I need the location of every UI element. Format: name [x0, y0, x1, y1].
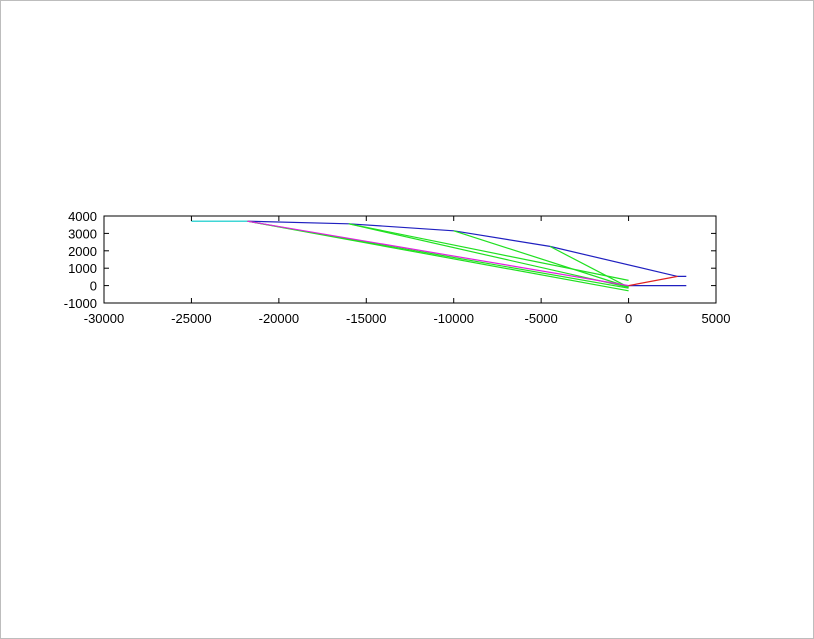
x-tick-label: -15000 — [346, 311, 386, 326]
series-line-4 — [247, 220, 629, 292]
series-line-6 — [348, 223, 629, 288]
x-tick-label: -30000 — [84, 311, 124, 326]
plot-lines — [191, 220, 687, 292]
x-tick-label: -25000 — [171, 311, 211, 326]
y-tick-label: 2000 — [68, 244, 97, 259]
plot-frame — [103, 215, 717, 304]
y-tick-label: 0 — [90, 279, 97, 294]
series-line-8 — [549, 245, 629, 288]
x-axis: -30000 -25000 -20000 -15000 -10000 -5000 0 5000 — [84, 216, 731, 326]
series-line-1 — [247, 220, 687, 277]
x-tick-label: 5000 — [702, 311, 731, 326]
x-tick-label: -5000 — [525, 311, 558, 326]
series-line-5 — [348, 223, 629, 281]
series-line-7 — [453, 230, 629, 288]
series-line-9 — [247, 220, 629, 287]
series-line-10 — [628, 275, 678, 287]
y-tick-label: -1000 — [64, 296, 97, 311]
x-tick-label: -10000 — [433, 311, 473, 326]
x-tick-label: 0 — [625, 311, 632, 326]
y-tick-label: 1000 — [68, 261, 97, 276]
y-tick-label: 4000 — [68, 209, 97, 224]
y-tick-label: 3000 — [68, 226, 97, 241]
y-axis: 4000 3000 2000 1000 0 -1000 — [64, 209, 716, 311]
x-tick-label: -20000 — [259, 311, 299, 326]
